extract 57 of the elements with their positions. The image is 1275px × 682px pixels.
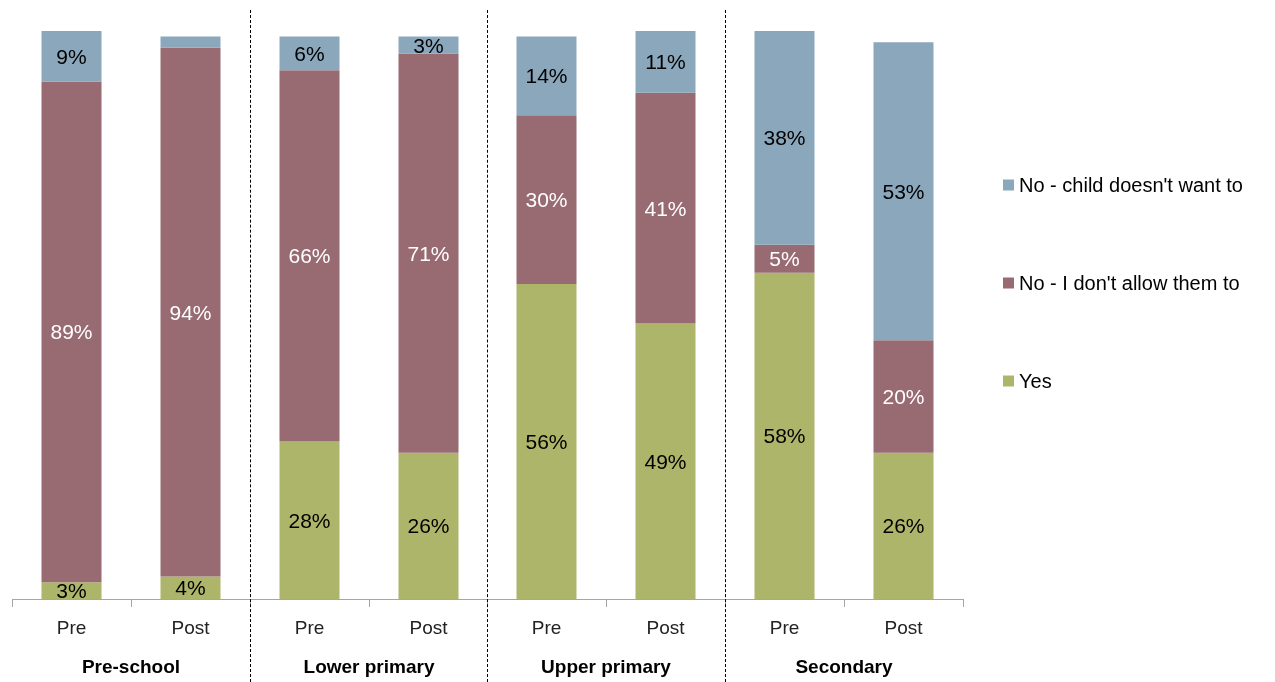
bar xyxy=(279,441,339,599)
bar xyxy=(398,53,458,453)
data-label: 30% xyxy=(525,188,568,212)
bar xyxy=(873,452,933,599)
legend-label: No - I don't allow them to xyxy=(1018,272,1240,294)
data-label: 49% xyxy=(644,449,687,473)
x-tick-label: Pre xyxy=(531,617,562,638)
data-label: 26% xyxy=(406,514,450,538)
data-label: 26% xyxy=(881,514,925,538)
bar xyxy=(160,47,221,577)
data-label: 38% xyxy=(762,126,806,150)
bar xyxy=(635,323,696,599)
x-tick-label: Post xyxy=(883,617,923,638)
bar xyxy=(41,31,102,82)
data-label: 14% xyxy=(525,64,568,88)
data-label: 6% xyxy=(293,41,325,65)
data-label: 41% xyxy=(644,196,687,220)
bar xyxy=(635,92,696,324)
x-tick-label: Post xyxy=(408,617,448,638)
x-axis-title: Pre-school xyxy=(81,656,181,677)
data-label: 71% xyxy=(406,241,450,265)
data-label: 66% xyxy=(287,244,331,268)
bar xyxy=(873,42,933,341)
bar xyxy=(398,452,458,599)
data-label: 58% xyxy=(762,424,806,448)
x-tick-label: Pre xyxy=(56,617,87,638)
data-label: 20% xyxy=(881,385,925,409)
bar xyxy=(516,115,577,285)
legend-label: No - child doesn't want to xyxy=(1018,174,1243,196)
legend-label: Yes xyxy=(1018,370,1052,392)
data-label: 53% xyxy=(881,179,925,203)
bar xyxy=(635,31,696,93)
bar xyxy=(516,36,577,116)
x-tick-label: Pre xyxy=(294,617,324,638)
data-label: 9% xyxy=(56,44,87,68)
bar xyxy=(41,81,102,583)
data-label: 4% xyxy=(175,576,206,600)
data-label: 56% xyxy=(525,430,568,454)
data-label: 89% xyxy=(50,320,93,344)
data-label: 94% xyxy=(169,300,212,324)
x-tick-label: Pre xyxy=(769,617,799,638)
data-label: 3% xyxy=(56,579,87,603)
data-label: 5% xyxy=(768,247,800,271)
x-axis-title: Secondary xyxy=(794,656,893,677)
data-label: 11% xyxy=(645,50,686,74)
bar xyxy=(754,272,814,599)
x-axis-title: Lower primary xyxy=(303,656,435,677)
x-tick-label: Post xyxy=(646,617,686,638)
x-tick-label: Post xyxy=(171,617,211,638)
bar xyxy=(754,31,814,245)
bar xyxy=(279,70,339,442)
data-label: 3% xyxy=(412,33,444,57)
data-label: 28% xyxy=(287,508,331,532)
bar xyxy=(160,36,221,48)
bar xyxy=(873,340,933,453)
bar xyxy=(516,284,577,599)
x-axis-title: Upper primary xyxy=(541,656,672,677)
